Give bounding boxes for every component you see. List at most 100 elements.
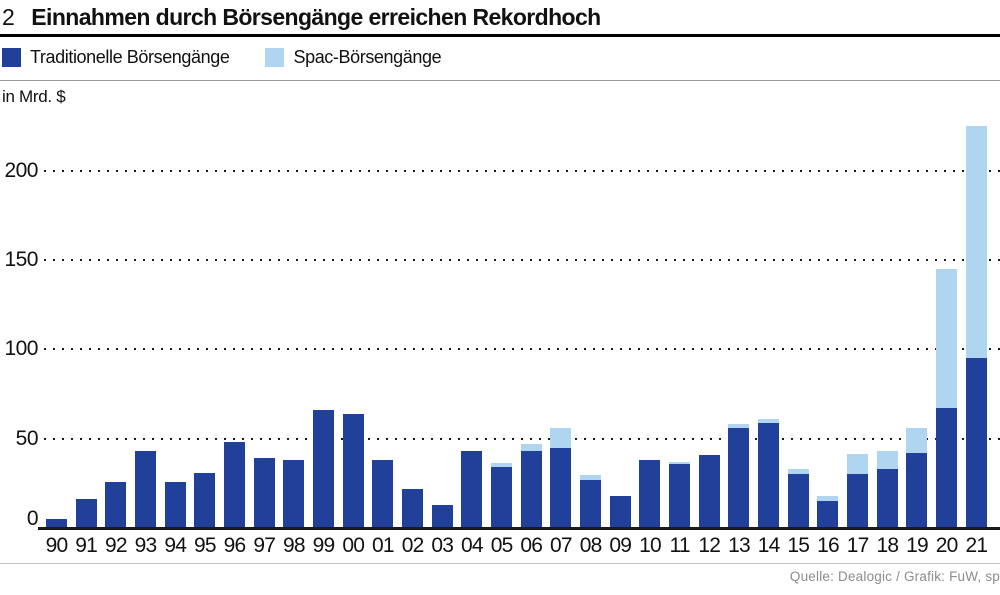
bar-20-spac-segment [936,269,958,408]
x-label-08: 08 [579,534,603,557]
bar-08-traditional-segment [580,480,602,528]
bar-05-spac-segment [491,463,513,467]
x-label-95: 95 [193,534,217,557]
x-label-90: 90 [45,534,69,557]
y-tick-0: 0 [26,507,39,530]
y-tick-150: 150 [4,248,38,272]
bar-06-traditional-segment [520,451,542,528]
x-label-cell-09: 09 [609,534,632,558]
bar-11 [669,462,691,528]
bar-14 [758,419,780,528]
x-label-cell-13: 13 [728,534,751,558]
y-tick-50: 50 [15,426,39,450]
bar-21 [965,126,987,528]
bar-05 [491,463,513,528]
x-label-12: 12 [698,534,721,557]
bars [46,126,987,528]
x-label-cell-92: 92 [105,534,128,558]
bar-90-traditional-segment [46,519,67,528]
x-label-06: 06 [520,534,543,557]
x-label-cell-00: 00 [342,534,365,558]
gridline-200 [44,169,1000,172]
x-label-18: 18 [876,534,899,557]
bar-19-traditional-segment [906,453,928,528]
x-label-10: 10 [639,534,662,557]
bar-20 [936,269,958,528]
legend: Traditionelle Börsengänge Spac-Börsengän… [2,47,477,68]
x-axis-labels: 90 91 92 93 94 95 96 97 98 99 00 01 02 03 04 05 06 07 08 09… [45,534,988,558]
bar-91 [75,499,97,528]
bar-97 [253,458,275,528]
x-label-91: 91 [75,534,98,557]
x-label-cell-97: 97 [253,534,276,558]
bar-98-traditional-segment [283,460,305,528]
x-label-00: 00 [342,534,365,557]
bar-15 [787,469,809,528]
bar-13-spac-segment [728,424,750,428]
x-label-94: 94 [164,534,187,557]
bar-97-traditional-segment [253,458,275,528]
legend-label-traditional: Traditionelle Börsengänge [30,47,230,67]
bar-14-traditional-segment [758,423,780,528]
bar-95 [194,473,216,528]
y-tick-200: 200 [4,158,38,182]
x-label-cell-12: 12 [698,534,721,558]
bar-13-traditional-segment [728,428,750,528]
bar-07-traditional-segment [550,448,572,528]
x-label-93: 93 [134,534,158,557]
legend-swatch-traditional [2,48,21,67]
bar-03-traditional-segment [431,505,453,528]
x-label-cell-02: 02 [402,534,425,558]
bar-20-traditional-segment [936,408,958,528]
gridline-100 [44,348,1000,351]
bar-16-spac-segment [817,496,839,501]
bar-08-spac-segment [580,475,602,480]
bar-94 [164,482,186,528]
x-label-cell-05: 05 [490,534,514,558]
x-label-cell-20: 20 [936,534,959,558]
bar-02 [402,489,424,528]
bar-04 [461,451,483,528]
figure-number: 2 [2,4,15,30]
bar-90 [46,519,67,528]
bar-17-traditional-segment [847,474,869,528]
x-label-cell-16: 16 [817,534,840,558]
bar-01 [372,460,394,528]
x-label-07: 07 [550,534,573,557]
bar-18-spac-segment [876,451,898,469]
bar-01-traditional-segment [372,460,394,528]
bar-05-traditional-segment [491,467,513,528]
x-label-cell-90: 90 [45,534,69,558]
bar-92 [105,482,127,528]
unit-label: in Mrd. $ [2,87,66,106]
bar-94-traditional-segment [164,482,186,528]
bar-15-traditional-segment [787,474,809,528]
x-label-cell-01: 01 [372,534,395,558]
bar-06-spac-segment [520,444,542,451]
x-label-cell-10: 10 [639,534,662,558]
bar-16 [817,496,839,528]
bar-13 [728,424,750,528]
gridline-50 [44,437,1000,440]
x-label-99: 99 [312,534,336,557]
bar-10-traditional-segment [639,460,661,528]
x-label-cell-19: 19 [906,534,929,558]
bar-10 [639,460,661,528]
x-label-05: 05 [490,534,514,557]
x-label-04: 04 [461,534,484,557]
bar-16-traditional-segment [817,501,839,528]
x-label-19: 19 [906,534,929,557]
bar-21-traditional-segment [965,358,987,528]
bar-08 [580,475,602,528]
bar-07 [550,428,572,528]
x-axis-line [38,527,1000,530]
x-label-21: 21 [965,534,988,557]
x-label-cell-07: 07 [550,534,573,558]
bar-12 [698,455,720,528]
bar-09-traditional-segment [609,496,631,528]
bar-18 [876,451,898,528]
x-label-16: 16 [817,534,840,557]
x-label-cell-14: 14 [758,534,781,558]
x-label-13: 13 [728,534,751,557]
